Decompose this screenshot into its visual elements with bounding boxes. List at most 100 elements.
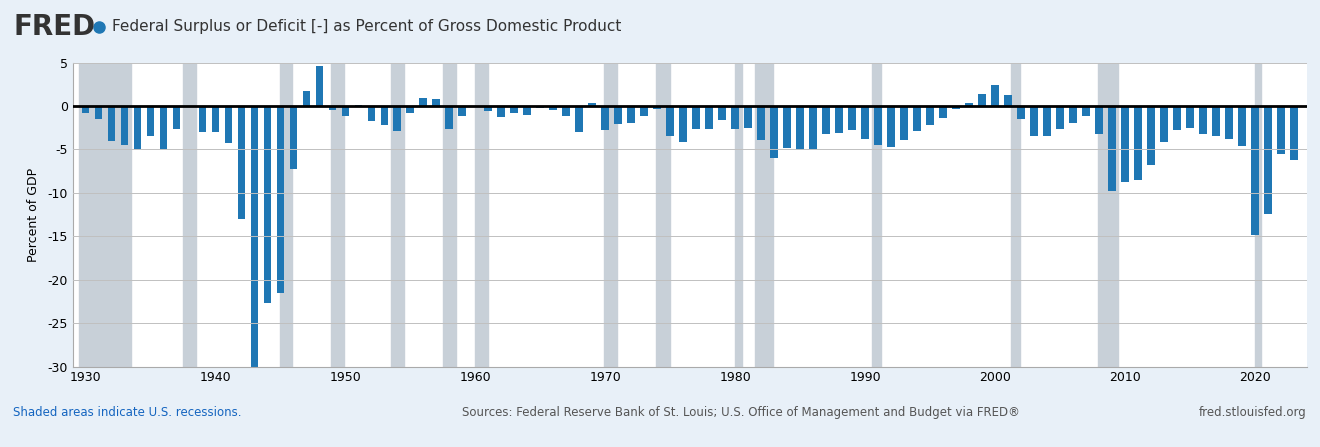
Bar — [280, 63, 292, 367]
Bar — [355, 105, 362, 106]
Bar — [391, 63, 404, 367]
Bar — [393, 106, 401, 131]
Bar — [1011, 63, 1019, 367]
Bar — [445, 106, 453, 129]
Bar — [735, 63, 742, 367]
Bar — [264, 106, 272, 303]
Bar — [1276, 106, 1284, 154]
Bar — [718, 106, 726, 120]
Bar — [1255, 63, 1262, 367]
Bar — [108, 106, 115, 141]
Bar — [95, 106, 103, 119]
Bar — [1043, 106, 1051, 136]
Bar — [198, 106, 206, 132]
Bar — [861, 106, 869, 139]
Bar — [771, 106, 777, 158]
Text: Federal Surplus or Deficit [-] as Percent of Gross Domestic Product: Federal Surplus or Deficit [-] as Percen… — [112, 19, 622, 34]
Bar — [183, 63, 195, 367]
Text: Shaded areas indicate U.S. recessions.: Shaded areas indicate U.S. recessions. — [13, 405, 242, 419]
Bar — [667, 106, 675, 135]
Bar — [614, 106, 622, 124]
Bar — [302, 91, 310, 106]
Bar — [524, 106, 531, 115]
Bar — [783, 106, 791, 148]
Bar — [602, 106, 609, 131]
Bar — [1056, 106, 1064, 129]
Bar — [342, 106, 350, 116]
Bar — [511, 106, 519, 113]
Bar — [927, 106, 935, 125]
Bar — [640, 106, 648, 116]
Bar — [329, 106, 337, 110]
Bar — [1096, 106, 1102, 134]
Bar — [120, 106, 128, 145]
Bar — [589, 103, 597, 106]
Bar — [420, 98, 428, 106]
Bar — [1160, 106, 1168, 142]
Bar — [871, 63, 880, 367]
Bar — [1173, 106, 1181, 131]
Bar — [1005, 95, 1012, 106]
Bar — [887, 106, 895, 147]
Bar — [562, 106, 570, 116]
Bar — [978, 94, 986, 106]
Bar — [211, 106, 219, 132]
Bar — [1212, 106, 1220, 136]
Bar — [1121, 106, 1129, 181]
Bar — [315, 66, 323, 106]
Bar — [692, 106, 700, 130]
Bar — [79, 63, 131, 367]
Bar — [680, 106, 688, 143]
Bar — [913, 106, 921, 131]
Bar — [1290, 106, 1298, 160]
Bar — [289, 106, 297, 169]
Bar — [186, 106, 194, 107]
Bar — [874, 106, 882, 145]
Bar — [444, 63, 455, 367]
Bar — [475, 63, 488, 367]
Bar — [160, 106, 168, 149]
Bar — [705, 106, 713, 130]
Bar — [744, 106, 752, 128]
Bar — [82, 106, 90, 113]
Bar — [407, 106, 414, 113]
Bar — [653, 106, 661, 110]
Bar — [939, 106, 946, 118]
Bar — [627, 106, 635, 122]
Text: Sources: Federal Reserve Bank of St. Louis; U.S. Office of Management and Budget: Sources: Federal Reserve Bank of St. Lou… — [462, 405, 1020, 419]
Bar — [1238, 106, 1246, 146]
Bar — [173, 106, 181, 130]
Bar — [147, 106, 154, 136]
Bar — [836, 106, 843, 133]
Bar — [1134, 106, 1142, 180]
Bar — [822, 106, 830, 134]
Bar — [1082, 106, 1090, 116]
Bar — [549, 106, 557, 110]
Bar — [251, 106, 259, 369]
Bar — [656, 63, 671, 367]
Bar — [331, 63, 345, 367]
Bar — [1199, 106, 1206, 134]
Bar — [1147, 106, 1155, 165]
Bar — [224, 106, 232, 143]
Bar — [1225, 106, 1233, 139]
Bar — [1107, 106, 1115, 191]
Bar — [991, 85, 999, 106]
Bar — [755, 63, 772, 367]
Bar — [1251, 106, 1259, 236]
Bar — [605, 63, 616, 367]
Bar — [536, 106, 544, 108]
Bar — [238, 106, 246, 219]
Bar — [1018, 106, 1024, 119]
Bar — [1030, 106, 1038, 135]
Bar — [849, 106, 855, 131]
Bar — [471, 106, 479, 107]
Bar — [433, 99, 441, 106]
Bar — [277, 106, 284, 293]
Bar — [367, 106, 375, 121]
Bar — [1265, 106, 1271, 214]
Bar — [1069, 106, 1077, 122]
Bar — [498, 106, 506, 117]
Text: FRED: FRED — [13, 13, 95, 41]
Bar — [809, 106, 817, 148]
